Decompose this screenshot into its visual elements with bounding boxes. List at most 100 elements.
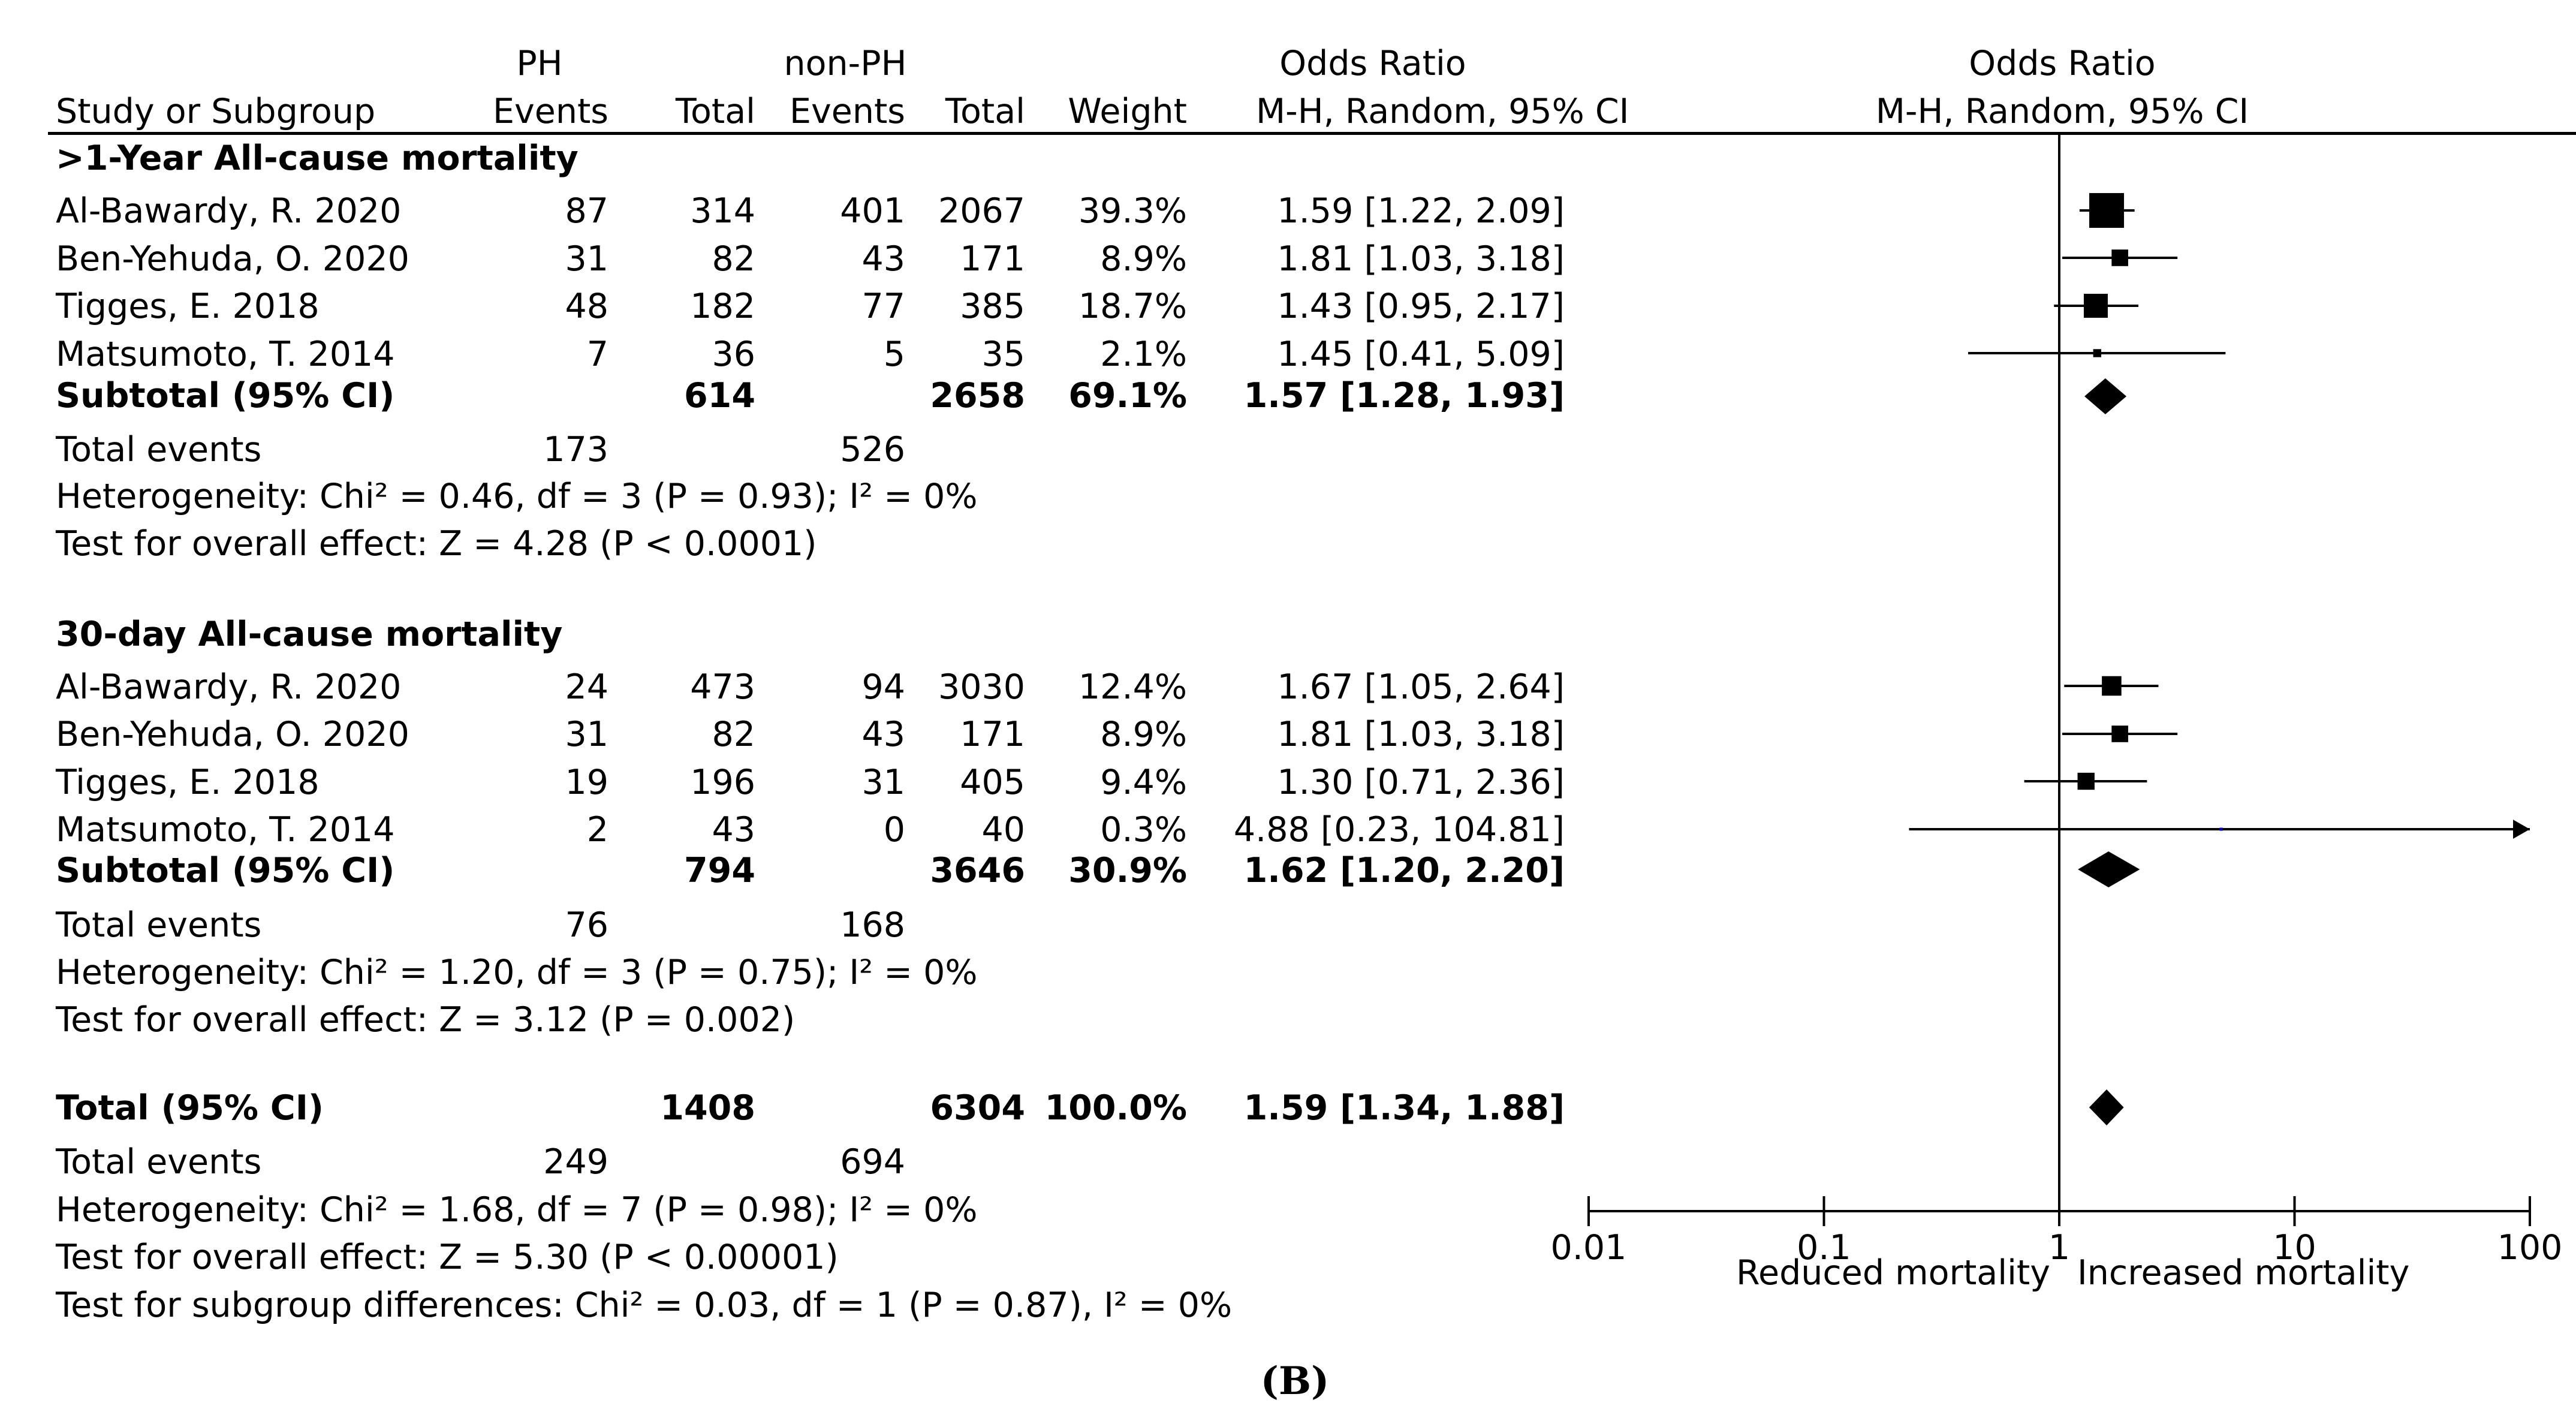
or-ci: 1.45 [0.41, 5.09] [1277,335,1565,374]
nonph-total: 2067 [938,191,1025,231]
nonph-total: 405 [960,763,1025,802]
x-tick-label: 100 [2497,1228,2563,1268]
ph-total: 314 [690,191,755,231]
ph-events: 48 [565,287,608,326]
subtotal-nonph-total: 3646 [930,851,1025,890]
overall-nonph-total: 6304 [930,1088,1025,1128]
subtotal-weight: 69.1% [1068,376,1187,416]
x-tick-label: 10 [2273,1228,2316,1268]
header-rule [48,132,2576,135]
or-ci: 1.30 [0.71, 2.36] [1277,763,1565,802]
subgroup-title: >1-Year All-cause mortality [56,139,579,178]
nonph-events: 401 [840,191,905,231]
header-or-title: Odds Ratio [1279,44,1466,83]
study-name: Tigges, E. 2018 [56,287,320,326]
or-ci: 1.67 [1.05, 2.64] [1277,667,1565,707]
header-study: Study or Subgroup [56,92,376,131]
ph-events: 2 [586,810,608,850]
header-ph-events: Events [493,92,608,131]
subgroup-title: 30-day All-cause mortality [56,615,563,654]
heterogeneity: Heterogeneity: Chi² = 1.20, df = 3 (P = … [56,953,978,992]
study-point [2077,772,2095,790]
ph-events: 24 [565,667,608,707]
subtotal-ph-total: 794 [684,851,755,890]
study-name: Al-Bawardy, R. 2020 [56,191,402,231]
weight: 0.3% [1100,810,1187,850]
or-ci: 1.43 [0.95, 2.17] [1277,287,1565,326]
weight: 18.7% [1078,287,1187,326]
nonph-events: 94 [861,667,905,707]
study-point [2102,676,2122,696]
or-ci: 1.81 [1.03, 3.18] [1277,239,1565,279]
ph-total: 82 [712,715,755,754]
or-ci: 1.81 [1.03, 3.18] [1277,715,1565,754]
x-tick-label: 0.1 [1797,1228,1851,1268]
subtotal-or-ci: 1.57 [1.28, 1.93] [1243,376,1565,416]
overall-ph-total: 1408 [660,1088,755,1128]
header-ph-total: Total [675,92,755,131]
axis-right-label: Increased mortality [2077,1253,2410,1293]
header-nonph-group: non-PH [784,44,907,83]
study-point [2093,349,2102,357]
study-name: Ben-Yehuda, O. 2020 [56,239,409,279]
study-point [2111,725,2128,742]
x-tick-label: 1 [2048,1228,2070,1268]
ph-events: 31 [565,715,608,754]
total-events-ph: 173 [543,430,608,469]
study-point [2083,293,2108,318]
nonph-total: 40 [981,810,1025,850]
study-point [2219,827,2223,831]
ph-events: 87 [565,191,608,231]
nonph-total: 385 [960,287,1025,326]
heterogeneity: Heterogeneity: Chi² = 0.46, df = 3 (P = … [56,477,978,516]
overall-effect: Test for overall effect: Z = 4.28 (P < 0… [56,524,817,564]
or-ci: 4.88 [0.23, 104.81] [1233,810,1565,850]
total-events-label: Total events [56,1142,262,1182]
figure-caption: (B) [1260,1359,1330,1404]
overall-weight: 100.0% [1044,1088,1187,1128]
ph-total: 82 [712,239,755,279]
total-events-nonph: 168 [840,905,905,945]
axis-left-label: Reduced mortality [1736,1253,2050,1293]
nonph-events: 77 [861,287,905,326]
nonph-events: 43 [861,239,905,279]
header-ph-group: PH [516,44,563,83]
ph-total: 196 [690,763,755,802]
nonph-total: 171 [960,715,1025,754]
study-point [2089,193,2125,228]
nonph-events: 0 [883,810,905,850]
ph-events: 19 [565,763,608,802]
study-name: Matsumoto, T. 2014 [56,335,395,374]
overall-label: Total (95% CI) [56,1088,324,1128]
weight: 39.3% [1078,191,1187,231]
total-events-label: Total events [56,905,262,945]
study-name: Ben-Yehuda, O. 2020 [56,715,409,754]
total-events-ph: 249 [543,1142,608,1182]
total-events-nonph: 694 [840,1142,905,1182]
weight: 12.4% [1078,667,1187,707]
x-tick-label: 0.01 [1551,1228,1627,1268]
summary-diamond [2078,851,2140,887]
ph-total: 473 [690,667,755,707]
subtotal-weight: 30.9% [1068,851,1187,890]
study-point [2111,249,2128,266]
nonph-total: 171 [960,239,1025,279]
subtotal-ph-total: 614 [684,376,755,416]
header-or-method: M-H, Random, 95% CI [1256,92,1629,131]
header-weight: Weight [1068,92,1187,131]
weight: 8.9% [1100,239,1187,279]
ph-total: 43 [712,810,755,850]
nonph-total: 3030 [938,667,1025,707]
ph-events: 31 [565,239,608,279]
weight: 2.1% [1100,335,1187,374]
subtotal-nonph-total: 2658 [930,376,1025,416]
summary-diamond [2089,1089,2124,1125]
subtotal-label: Subtotal (95% CI) [56,851,395,890]
study-name: Al-Bawardy, R. 2020 [56,667,402,707]
header-plot-title: Odds Ratio [1969,44,2156,83]
study-name: Matsumoto, T. 2014 [56,810,395,850]
ph-total: 36 [712,335,755,374]
overall-effect: Test for overall effect: Z = 5.30 (P < 0… [56,1238,839,1277]
total-events-nonph: 526 [840,430,905,469]
